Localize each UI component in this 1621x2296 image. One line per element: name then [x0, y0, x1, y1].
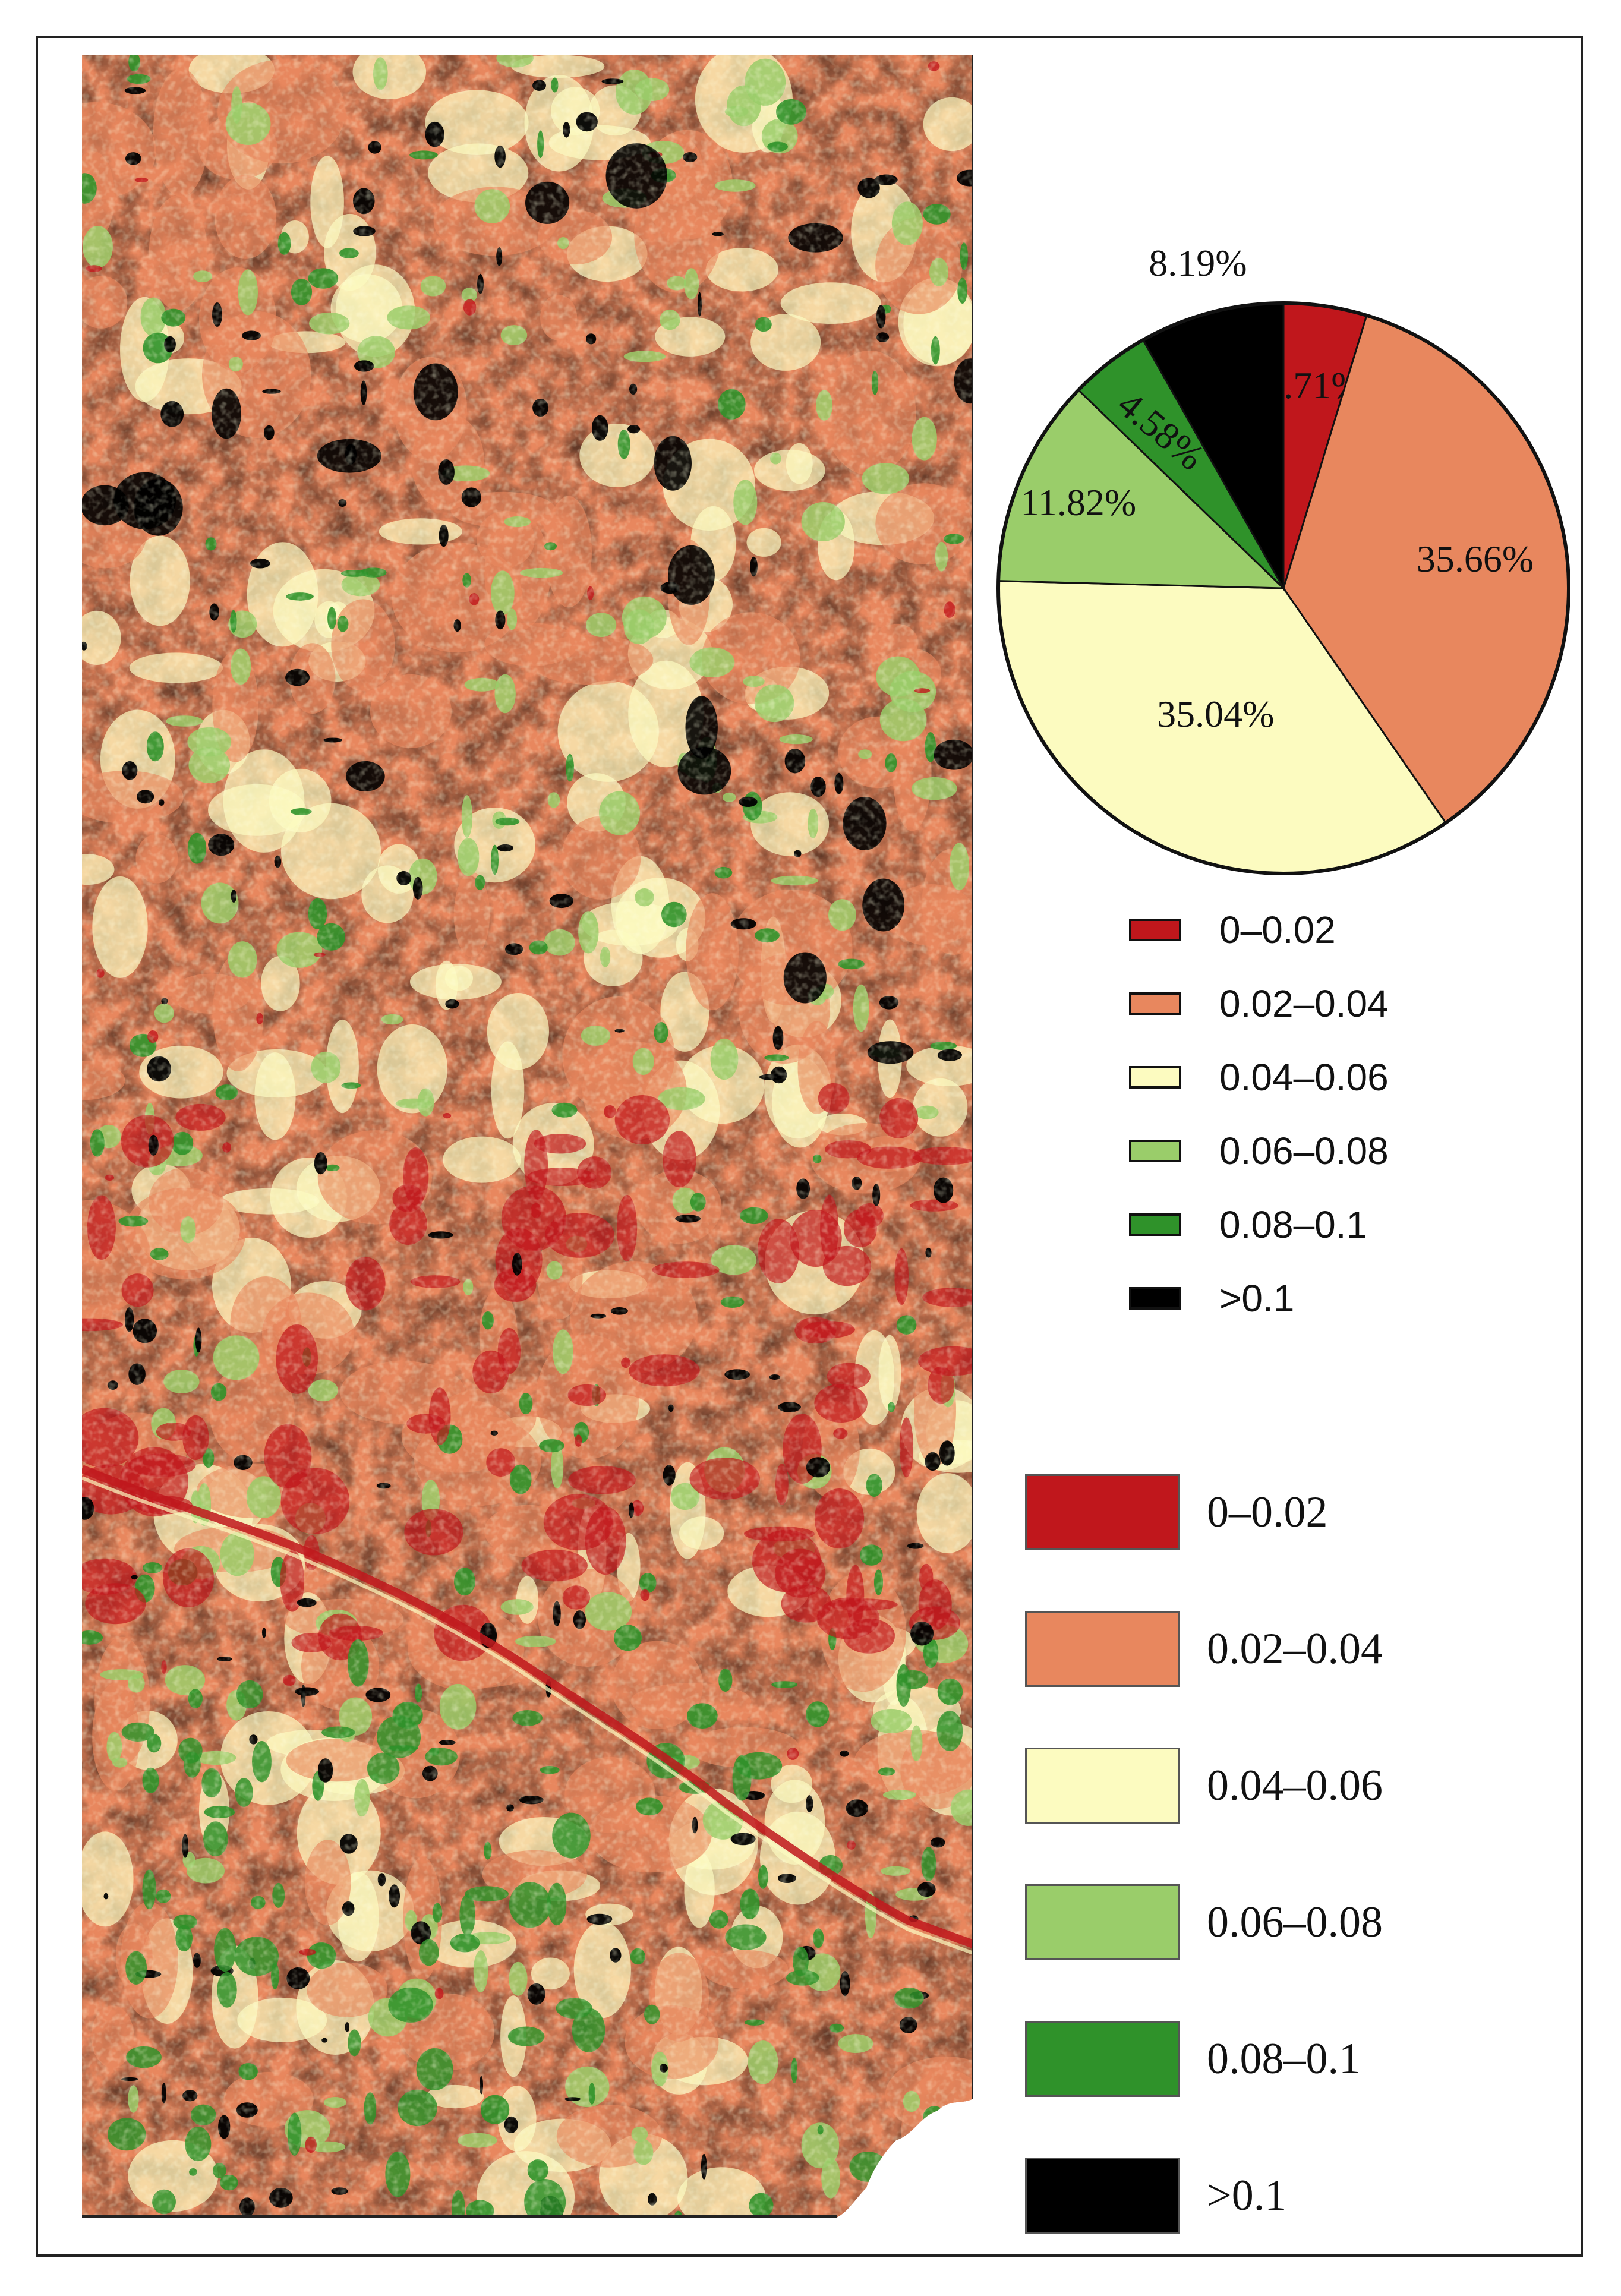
classified-map: [82, 55, 973, 2218]
map-patch: [913, 2133, 973, 2156]
legend-swatch: [1025, 2021, 1180, 2097]
map-raster: [82, 55, 973, 2218]
legend-label: 0.06–0.08: [1219, 1130, 1389, 1172]
legend-large-item: >0.1: [1025, 2157, 1286, 2234]
legend-label: 0.02–0.04: [1219, 982, 1389, 1025]
pie-outline: [996, 301, 1570, 875]
legend-small-item: 0.08–0.1: [1129, 1201, 1367, 1248]
legend-label: 0.08–0.1: [1219, 1203, 1368, 1246]
pie-value-label: 35.04%: [1157, 693, 1274, 735]
legend-label: 0–0.02: [1219, 909, 1336, 951]
legend-label: 0.04–0.06: [1219, 1056, 1389, 1099]
legend-swatch: [1025, 1611, 1180, 1687]
legend-swatch: [1025, 2158, 1180, 2234]
river-channel: [82, 1465, 973, 1948]
legend-label: 0.04–0.06: [1207, 1761, 1383, 1810]
legend-small-item: >0.1: [1129, 1275, 1294, 1322]
legend-label: >0.1: [1219, 1277, 1295, 1320]
map-patch: [941, 2163, 964, 2200]
legend-swatch: [1129, 1213, 1181, 1236]
legend-label: 0.06–0.08: [1207, 1897, 1383, 1947]
pie-chart: 4.71% 35.66% 35.04% 11.82% 4.58% 8.19%: [975, 196, 1581, 885]
legend-swatch: [1129, 919, 1181, 941]
legend-swatch: [1025, 1884, 1180, 1960]
legend-swatch: [1129, 992, 1181, 1015]
legend-small-item: 0.06–0.08: [1129, 1127, 1389, 1175]
legend-small-item: 0.04–0.06: [1129, 1054, 1389, 1101]
legend-large-item: 0.08–0.1: [1025, 2020, 1361, 2098]
pie-chart-svg: 4.71%35.66%35.04%11.82%4.58%8.19%: [996, 242, 1570, 875]
legend-label: 0.08–0.1: [1207, 2034, 1361, 2083]
legend-large: 0–0.02 0.02–0.04 0.04–0.06 0.06–0.08 0.0…: [1025, 1474, 1530, 2234]
legend-large-item: 0.06–0.08: [1025, 1884, 1383, 1961]
legend-large-item: 0.02–0.04: [1025, 1610, 1383, 1688]
pie-value-label: 35.66%: [1417, 538, 1534, 580]
legend-label: >0.1: [1207, 2171, 1287, 2220]
legend-swatch: [1129, 1140, 1181, 1162]
legend-large-item: 0.04–0.06: [1025, 1747, 1383, 1824]
pie-value-label: 8.19%: [1149, 242, 1247, 284]
legend-swatch: [1025, 1474, 1180, 1550]
legend-small-item: 0–0.02: [1129, 906, 1336, 954]
legend-small-item: 0.02–0.04: [1129, 980, 1389, 1027]
legend-small: 0–0.02 0.02–0.04 0.04–0.06 0.06–0.08 0.0…: [1129, 906, 1545, 1334]
legend-label: 0–0.02: [1207, 1487, 1328, 1537]
pie-value-label: 11.82%: [1020, 481, 1136, 523]
legend-label: 0.02–0.04: [1207, 1624, 1383, 1673]
legend-swatch: [1025, 1748, 1180, 1824]
legend-swatch: [1129, 1066, 1181, 1089]
legend-large-item: 0–0.02: [1025, 1474, 1328, 1551]
river-bank: [82, 1476, 973, 1955]
legend-swatch: [1129, 1287, 1181, 1310]
map-specks: [82, 55, 973, 2218]
